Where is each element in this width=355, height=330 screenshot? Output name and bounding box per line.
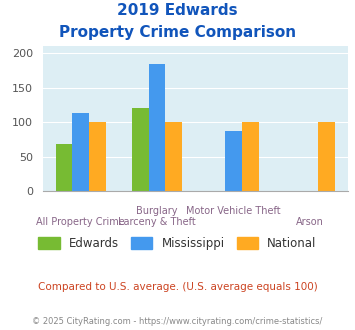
Text: Compared to U.S. average. (U.S. average equals 100): Compared to U.S. average. (U.S. average …	[38, 282, 317, 292]
Bar	[89, 122, 106, 191]
Text: 2019 Edwards: 2019 Edwards	[117, 3, 238, 18]
Text: Arson: Arson	[296, 217, 324, 227]
Bar	[225, 131, 242, 191]
Bar	[242, 122, 258, 191]
Text: All Property Crime: All Property Crime	[36, 217, 125, 227]
Bar	[56, 145, 72, 191]
Bar	[318, 122, 335, 191]
Bar	[149, 64, 165, 191]
Text: Burglary: Burglary	[136, 206, 178, 216]
Text: Larceny & Theft: Larceny & Theft	[118, 217, 196, 227]
Bar	[72, 113, 89, 191]
Bar	[132, 109, 149, 191]
Bar	[165, 122, 182, 191]
Text: © 2025 CityRating.com - https://www.cityrating.com/crime-statistics/: © 2025 CityRating.com - https://www.city…	[32, 317, 323, 326]
Text: Property Crime Comparison: Property Crime Comparison	[59, 25, 296, 40]
Text: Motor Vehicle Theft: Motor Vehicle Theft	[186, 206, 281, 216]
Legend: Edwards, Mississippi, National: Edwards, Mississippi, National	[34, 232, 321, 255]
